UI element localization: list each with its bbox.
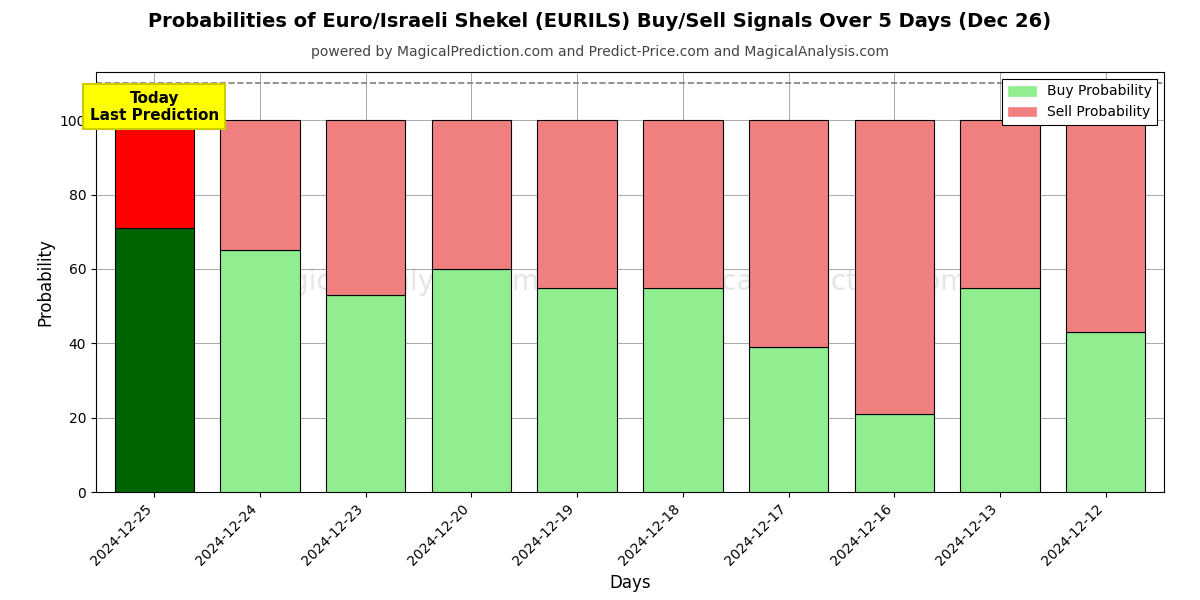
Bar	[854, 414, 934, 492]
Bar	[538, 287, 617, 492]
Text: MagicalPrediction.com: MagicalPrediction.com	[655, 268, 967, 296]
Text: powered by MagicalPrediction.com and Predict-Price.com and MagicalAnalysis.com: powered by MagicalPrediction.com and Pre…	[311, 45, 889, 59]
Bar	[114, 121, 194, 228]
Bar	[854, 121, 934, 414]
Text: Probabilities of Euro/Israeli Shekel (EURILS) Buy/Sell Signals Over 5 Days (Dec : Probabilities of Euro/Israeli Shekel (EU…	[149, 12, 1051, 31]
X-axis label: Days: Days	[610, 574, 650, 592]
Bar	[326, 121, 406, 295]
Bar	[114, 228, 194, 492]
Bar	[1066, 332, 1146, 492]
Bar	[960, 121, 1039, 287]
Y-axis label: Probability: Probability	[36, 238, 54, 326]
Text: Today
Last Prediction: Today Last Prediction	[90, 91, 218, 123]
Bar	[643, 121, 722, 287]
Bar	[960, 287, 1039, 492]
Bar	[432, 269, 511, 492]
Bar	[749, 347, 828, 492]
Bar	[1066, 121, 1146, 332]
Bar	[326, 295, 406, 492]
Bar	[221, 250, 300, 492]
Legend: Buy Probability, Sell Probability: Buy Probability, Sell Probability	[1002, 79, 1157, 125]
Bar	[538, 121, 617, 287]
Text: MagicalAnalysis.com: MagicalAnalysis.com	[251, 268, 540, 296]
Bar	[221, 121, 300, 250]
Bar	[432, 121, 511, 269]
Bar	[749, 121, 828, 347]
Bar	[643, 287, 722, 492]
